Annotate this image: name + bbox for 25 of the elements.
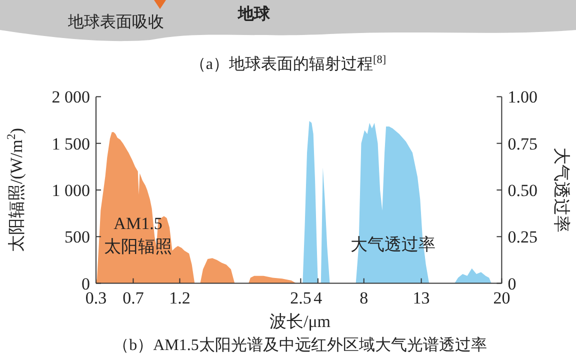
y2-tick-label: 0.50 [508,181,538,200]
x-tick-label: 1.2 [169,288,190,308]
text: 地球表面吸收 [67,13,164,31]
y-tick-label: 1 000 [52,181,90,200]
x-tick-label: 0.7 [122,288,144,308]
y2-tick-label: 0.25 [508,228,538,247]
annotation: 太阳辐照 [104,237,172,256]
y-tick-label: 0 [82,274,90,294]
annotation: 大气透过率 [350,235,436,254]
text: （b）AM1.5太阳光谱及中远红外区域大气光谱透过率 [113,336,487,354]
x-tick-label: 2.5 [290,288,312,308]
y-tick-label: 1 500 [52,134,90,154]
x-tick-label: 8 [360,288,368,308]
y2-axis-title: 大气透过率 [552,148,571,232]
x-tick-label: 20 [493,288,510,308]
y-tick-label: 2 000 [52,88,90,107]
y2-tick-label: 0.75 [508,134,538,154]
x-tick-label: 13 [412,288,430,308]
y2-tick-label: 1.00 [508,88,538,107]
x-axis-title: 波长/μm [269,312,331,331]
y-tick-label: 500 [64,228,90,247]
y2-tick-label: 0 [508,274,516,294]
text: （a）地球表面的辐射过程$^{[8]}$ [190,54,386,73]
x-tick-label: 4 [314,288,323,308]
text: 地球 [237,4,271,23]
